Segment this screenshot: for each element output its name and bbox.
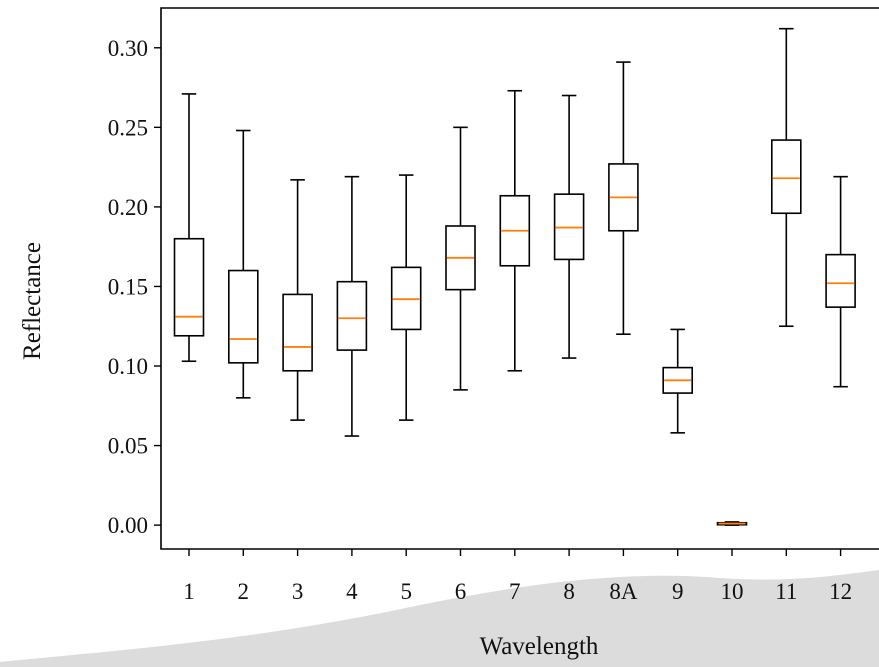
- box: [499, 194, 531, 267]
- y-tick-label: 0.25: [108, 115, 148, 140]
- box: [336, 280, 368, 351]
- y-tick-label: 0.00: [108, 513, 148, 538]
- y-axis-title: Reflectance: [19, 242, 46, 360]
- x-tick-label: 3: [292, 579, 304, 604]
- axes-frame: [160, 7, 879, 550]
- x-tick-label: 6: [455, 579, 467, 604]
- x-tick-label: 12: [829, 579, 852, 604]
- x-axis-title: Wavelength: [480, 633, 599, 660]
- x-tick-label: 8: [563, 579, 575, 604]
- box: [390, 266, 422, 331]
- background-band: [0, 570, 879, 667]
- box: [445, 225, 476, 291]
- x-tick-label: 1: [183, 579, 195, 604]
- box: [662, 366, 694, 394]
- x-tick-label: 9: [672, 579, 684, 604]
- box: [228, 269, 259, 364]
- box: [825, 253, 856, 308]
- y-tick-label: 0.30: [108, 36, 148, 61]
- x-tick-label: 4: [346, 579, 358, 604]
- box: [608, 163, 639, 232]
- box: [553, 193, 585, 261]
- y-tick-label: 0.10: [108, 354, 148, 379]
- x-tick-label: 2: [238, 579, 250, 604]
- x-tick-label: 10: [721, 579, 744, 604]
- x-tick-label: 5: [400, 579, 412, 604]
- box: [770, 139, 802, 215]
- y-tick-label: 0.05: [108, 434, 148, 459]
- box: [173, 237, 205, 337]
- x-tick-label: 11: [775, 579, 797, 604]
- y-tick-label: 0.20: [108, 195, 148, 220]
- box: [282, 293, 313, 372]
- x-tick-label: 8A: [609, 579, 638, 604]
- y-tick-label: 0.15: [108, 274, 148, 299]
- x-tick-label: 7: [509, 579, 521, 604]
